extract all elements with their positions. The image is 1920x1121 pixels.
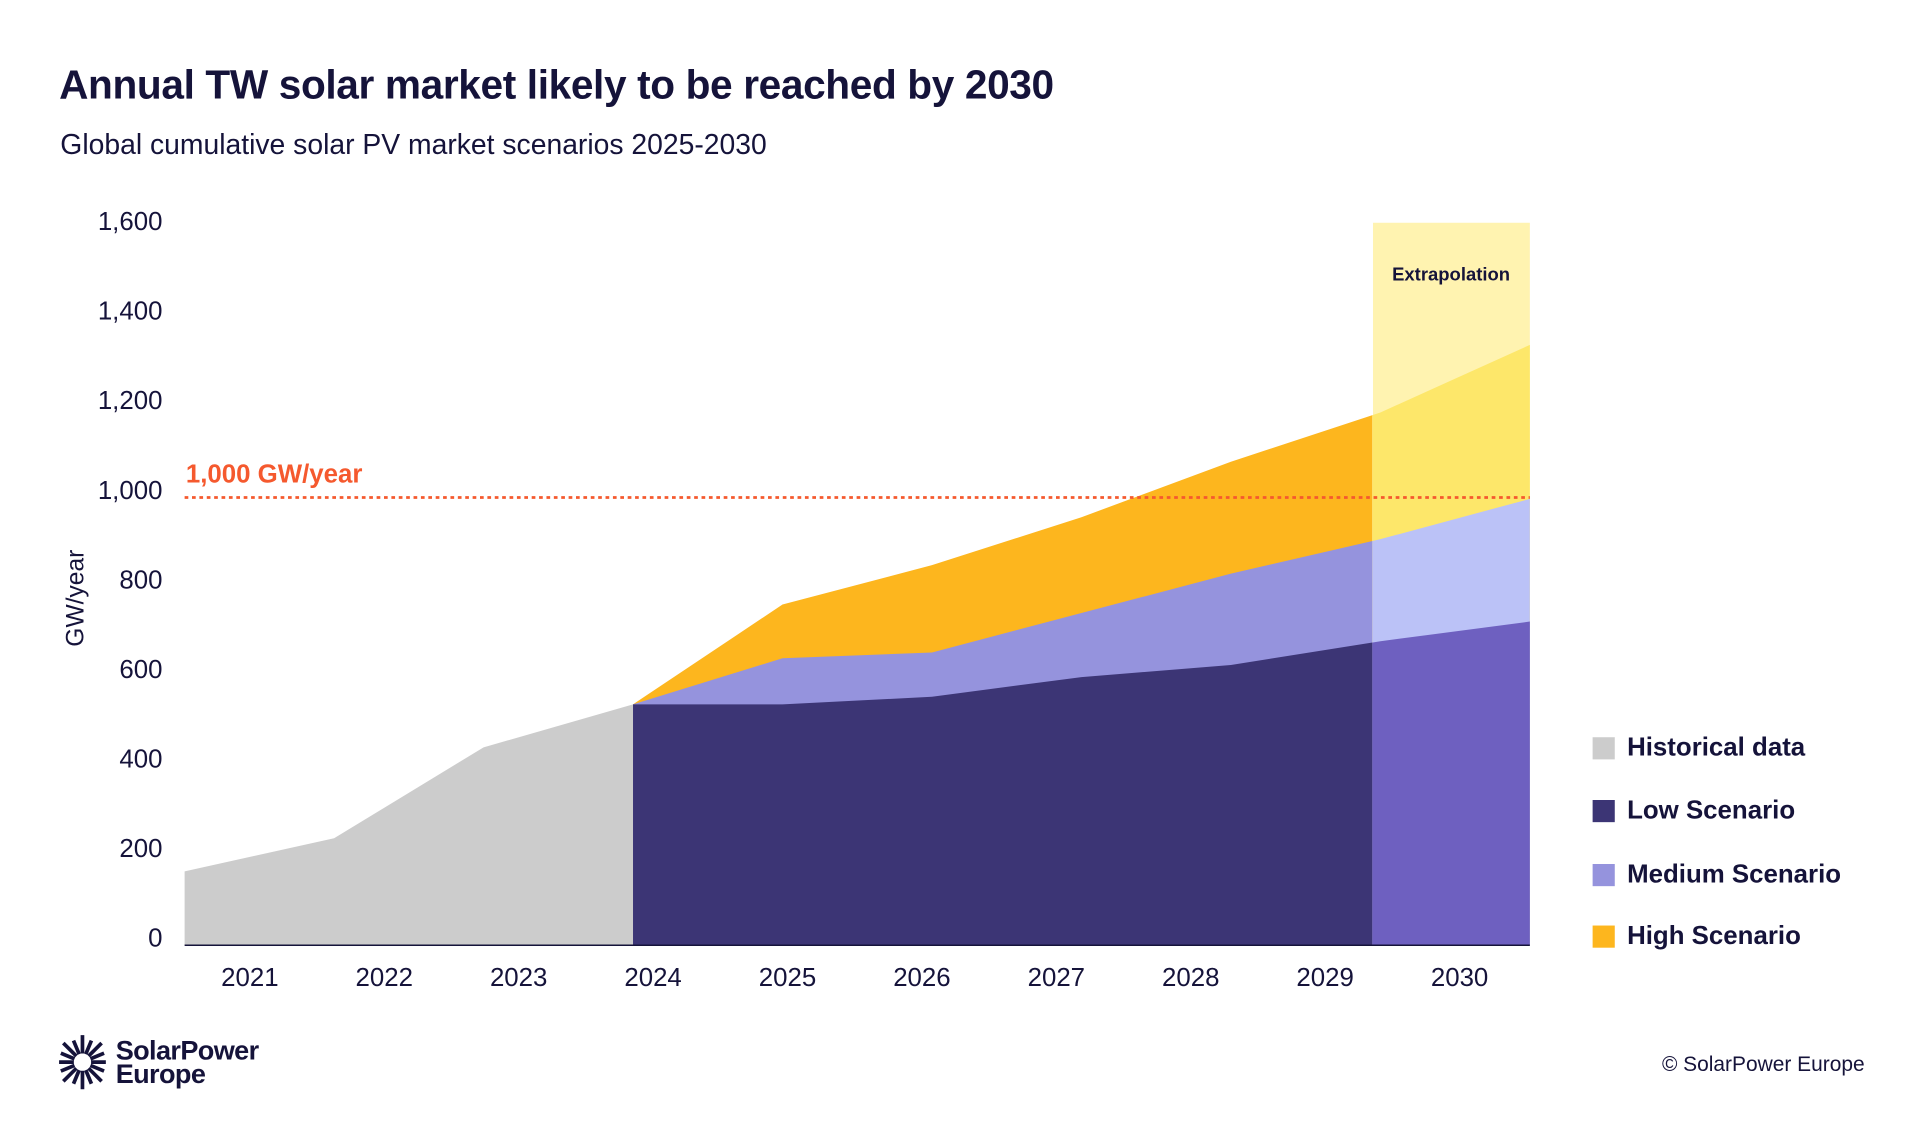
legend-item-low: Low Scenario [1592,796,1796,826]
x-tick-label: 2028 [1162,964,1219,992]
legend-swatch [1592,737,1615,760]
sun-ray [60,1063,76,1073]
y-tick-label: 1,200 [98,387,163,415]
y-tick-label: 400 [119,745,162,773]
area-low-scenario-extrapolated [1372,621,1530,946]
x-tick-label: 2026 [893,964,950,992]
y-tick-label: 1,600 [98,208,163,236]
sun-ray [62,1066,78,1083]
copyright-notice: © SolarPower Europe [1661,1052,1865,1076]
legend-item-medium: Medium Scenario [1592,860,1842,890]
y-tick-label: 0 [148,924,162,952]
legend-swatch [1592,925,1615,948]
x-tick-label: 2025 [759,964,816,992]
legend-swatch [1592,864,1615,887]
x-tick-label: 2030 [1431,964,1488,992]
y-tick-label: 1,000 [98,477,163,505]
y-tick-label: 1,400 [98,298,163,326]
y-tick-label: 200 [119,835,162,863]
sun-ray [89,1051,105,1061]
x-tick-label: 2023 [490,964,547,992]
logo-text-line1: SolarPower [115,1035,259,1066]
chart-subtitle: Global cumulative solar PV market scenar… [60,128,767,161]
x-tick-label: 2027 [1028,964,1085,992]
logo-text-line2: Europe [115,1058,206,1090]
sun-ray [62,1041,78,1058]
x-tick-label: 2021 [221,964,278,992]
sun-ray [71,1069,81,1085]
x-tick-label: 2024 [624,964,681,992]
sun-ray [71,1039,81,1055]
y-tick-label: 800 [119,566,162,594]
legend-item-high: High Scenario [1592,921,1801,952]
legend-label: Low Scenario [1627,796,1796,825]
sun-ray [87,1066,103,1083]
legend-item-historical: Historical data [1592,733,1806,764]
y-tick-label: 600 [119,656,162,684]
extrapolation-label: Extrapolation [1392,264,1510,285]
legend-label: Medium Scenario [1627,860,1842,889]
chart-title: Annual TW solar market likely to be reac… [59,61,1054,108]
area-low-scenario [633,642,1373,946]
reference-line-label: 1,000 GW/year [186,460,363,488]
sun-ray [87,1041,103,1058]
sun-ray [89,1063,105,1073]
sun-ray [60,1051,76,1061]
area-historical-data [184,704,634,946]
sun-logo-icon [59,1035,106,1090]
sun-ray [84,1039,94,1055]
legend-label: High Scenario [1627,921,1801,951]
x-tick-label: 2022 [356,964,413,992]
solarpower-europe-logo: SolarPower Europe [59,1034,259,1091]
legend-swatch [1592,800,1615,823]
legend-label: Historical data [1627,733,1806,762]
y-axis-label: GW/year [63,550,90,647]
sun-ray [84,1069,94,1085]
x-tick-label: 2029 [1296,964,1353,992]
